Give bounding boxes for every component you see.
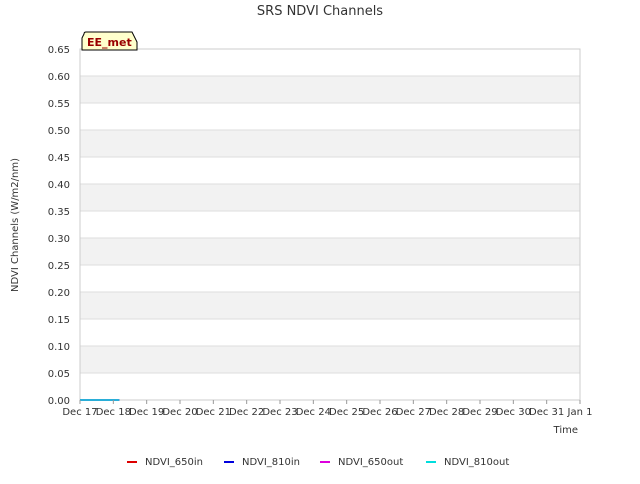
legend: NDVI_650in NDVI_810in NDVI_650out NDVI_810o…: [127, 457, 509, 468]
x-tick-label: Dec 28: [429, 407, 464, 418]
grid-bands: [80, 76, 580, 373]
annotation-shape: [81, 31, 138, 51]
grid-band: [80, 184, 580, 211]
grid-band: [80, 130, 580, 157]
plot-frame: [79, 48, 581, 401]
x-tick-label: Dec 25: [329, 407, 364, 418]
y-tick-label: 0.50: [48, 126, 70, 137]
x-tick-label: Dec 18: [96, 407, 131, 418]
y-tick-label: 0.00: [48, 396, 70, 407]
annotation-text: EE_met: [87, 36, 132, 49]
x-axis-label: Time: [553, 425, 578, 436]
y-tick-label: 0.05: [48, 369, 70, 380]
x-tick-label: Dec 20: [162, 407, 197, 418]
y-tick-label: 0.40: [48, 180, 70, 191]
y-tick-label: 0.20: [48, 288, 70, 299]
y-tick-label: 0.55: [48, 99, 70, 110]
x-tick-label: Dec 29: [462, 407, 497, 418]
x-tick-label: Dec 24: [296, 407, 331, 418]
legend-label: NDVI_650in: [145, 457, 203, 468]
y-tick-label: 0.25: [48, 261, 70, 272]
y-tick-label: 0.30: [48, 234, 70, 245]
y-tick-label: 0.65: [48, 45, 70, 56]
grid-band: [80, 238, 580, 265]
y-tick-label: 0.60: [48, 72, 70, 83]
chart-title: SRS NDVI Channels: [257, 4, 383, 19]
y-tick-label: 0.45: [48, 153, 70, 164]
y-axis-label: NDVI Channels (W/m2/nm): [10, 158, 21, 292]
y-tick-label: 0.10: [48, 342, 70, 353]
x-tick-label: Dec 21: [196, 407, 231, 418]
x-tick-label: Dec 26: [362, 407, 397, 418]
y-tick-labels: 0.00 0.05 0.10 0.15 0.20 0.25 0.30 0.35 0.40 0.45…: [48, 45, 70, 407]
x-tick-label: Jan 1: [567, 407, 593, 418]
legend-label: NDVI_810in: [242, 457, 300, 468]
annotation-box: EE_met: [81, 31, 138, 51]
y-tick-label: 0.15: [48, 315, 70, 326]
x-tick-label: Dec 17: [62, 407, 97, 418]
grid-band: [80, 292, 580, 319]
legend-label: NDVI_810out: [444, 457, 509, 468]
y-tick-label: 0.35: [48, 207, 70, 218]
x-tick-label: Dec 22: [229, 407, 264, 418]
grid-band: [80, 346, 580, 373]
legend-label: NDVI_650out: [338, 457, 403, 468]
x-tick-label: Dec 27: [396, 407, 431, 418]
x-tick-label: Dec 23: [262, 407, 297, 418]
x-tick-label: Dec 19: [129, 407, 164, 418]
x-tick-label: Dec 30: [496, 407, 531, 418]
x-tick-label: Dec 31: [529, 407, 564, 418]
grid-band: [80, 76, 580, 103]
